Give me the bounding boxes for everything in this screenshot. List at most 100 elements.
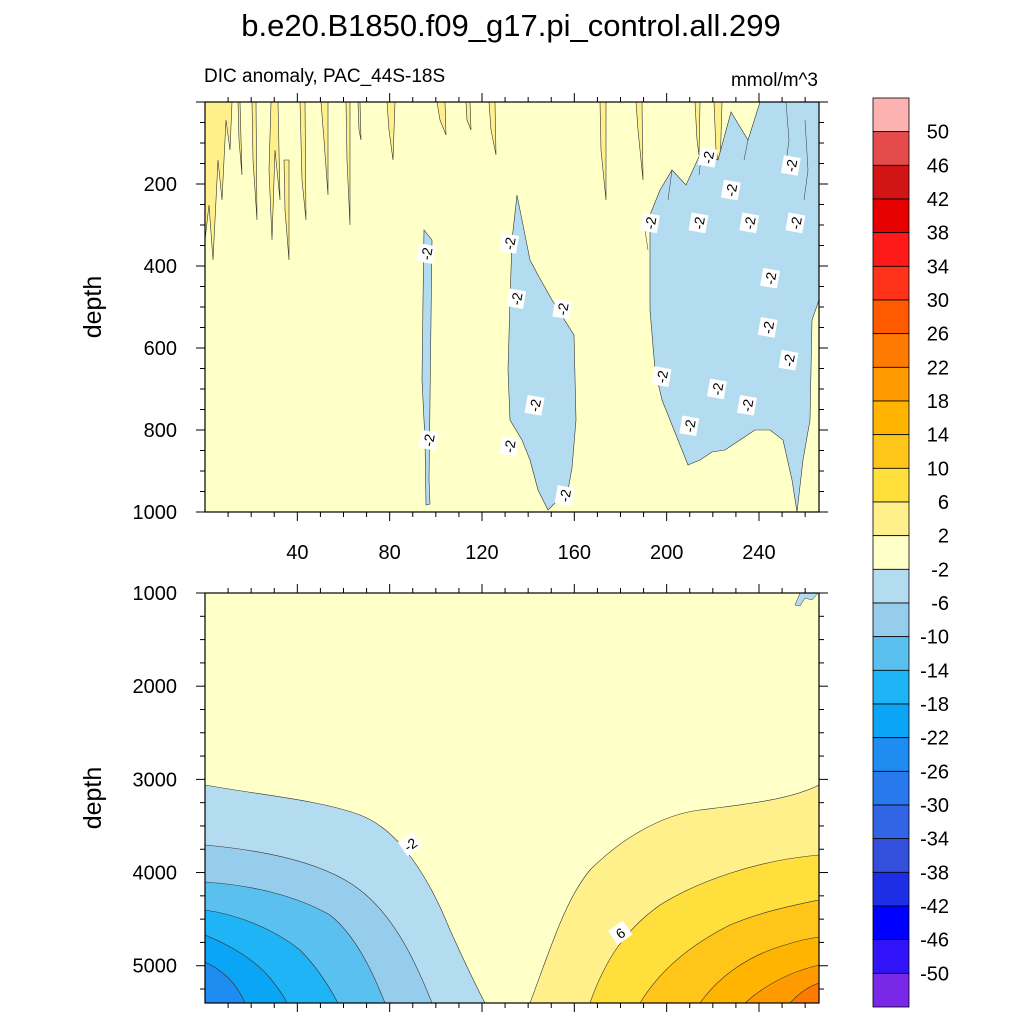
lower-contour-labels: -2 6 — [397, 832, 633, 945]
contour-label: -2 — [397, 832, 423, 857]
contour-label: -2 — [679, 415, 700, 437]
colorbar-label: 26 — [927, 324, 949, 346]
contour-label-bg — [720, 179, 741, 201]
contour-label: -2 — [651, 366, 672, 387]
contour-label: -2 — [737, 394, 757, 416]
colorbar-label: -50 — [920, 963, 949, 985]
contour-label: -2 — [760, 267, 780, 289]
contour-label-text: -2 — [501, 236, 519, 251]
contour-label-text: -2 — [554, 301, 572, 316]
contour-label-text: -2 — [420, 433, 438, 448]
contour-label-bg — [499, 233, 520, 254]
colorbar-box — [872, 535, 910, 570]
y-tick-label: 3000 — [133, 769, 178, 791]
contour-label-bg — [397, 832, 423, 857]
x-tick-label: 120 — [465, 542, 498, 564]
lower-left-band-6 — [205, 961, 246, 1003]
colorbar-label: -38 — [920, 862, 949, 884]
colorbar-box — [872, 232, 910, 267]
contour-label: -2 — [778, 349, 799, 371]
y-tick-label: 4000 — [133, 863, 178, 885]
contour-label-bg — [760, 267, 780, 289]
colorbar-label: -26 — [920, 761, 949, 783]
colorbar-box — [872, 972, 910, 1008]
contour-label-bg — [418, 429, 439, 451]
contour-label-text: -2 — [782, 158, 800, 173]
colorbar-label: -2 — [931, 559, 949, 581]
colorbar-label: -10 — [920, 627, 949, 649]
contour-label-text: -2 — [526, 398, 544, 413]
colorbar-box — [872, 97, 910, 133]
upper-ylabel: depth — [79, 276, 107, 339]
contour-label-text: -2 — [642, 215, 660, 230]
colorbar-box — [872, 804, 910, 840]
y-tick-label: 5000 — [133, 956, 178, 978]
contour-label-bg — [607, 920, 633, 945]
contour-label-text: -2 — [762, 271, 780, 286]
contour-label-text: -2 — [741, 215, 759, 230]
colorbar-label: -6 — [931, 593, 949, 615]
contour-label-text: -2 — [759, 320, 777, 335]
colorbar-label: -30 — [920, 795, 949, 817]
colorbar-box — [872, 905, 910, 941]
contour-label-bg — [778, 349, 799, 371]
contour-label-bg — [739, 212, 760, 234]
units-label: mmol/m^3 — [731, 70, 818, 91]
colorbar-box — [872, 838, 910, 873]
contour-label-bg — [640, 212, 660, 234]
colorbar-label: 2 — [938, 526, 949, 548]
contour-label: -2 — [524, 394, 545, 416]
colorbar-box — [872, 703, 910, 739]
contour-label-text: -2 — [653, 369, 671, 384]
contour-label-text: -2 — [722, 182, 740, 197]
colorbar-box — [872, 568, 910, 604]
lower-ylabel: depth — [79, 767, 107, 830]
colorbar-box — [872, 265, 910, 301]
colorbar-box — [872, 131, 910, 166]
colorbar-box — [872, 669, 910, 705]
contour-label-bg — [737, 394, 757, 416]
contour-label-text: -2 — [738, 398, 756, 413]
contour-label: -2 — [688, 212, 709, 234]
y-tick-label: 600 — [144, 338, 177, 360]
contour-label-bg — [552, 298, 573, 320]
contour-label-bg — [757, 317, 778, 338]
x-tick-label: 80 — [379, 542, 401, 564]
y-tick-label: 1000 — [133, 583, 178, 605]
lower-right-band-6 — [789, 982, 819, 1003]
colorbar-label: 38 — [927, 223, 949, 245]
chart-subtitle: DIC anomaly, PAC_44S-18S — [204, 66, 445, 87]
y-tick-label: 400 — [144, 256, 177, 278]
colorbar-box — [872, 501, 910, 537]
upper-positive-streaks — [205, 102, 723, 261]
contour-label-text: -2 — [508, 291, 526, 306]
colorbar-label: 22 — [927, 357, 949, 379]
upper-contour-labels: -2 -2 -2 -2 -2 -2 -2 -2 -2 -2 -2 -2 -2 -2 -2 -2 -2 -2 -2 -2… — [416, 146, 806, 506]
contour-label: -2 — [418, 429, 439, 451]
colorbar-label: 30 — [927, 290, 949, 312]
contour-label-text: -2 — [787, 215, 805, 230]
upper-panel: -2 -2 -2 -2 -2 -2 -2 -2 -2 -2 -2 -2 -2 -2 -2 -2 -2 -2 -2 -2… — [79, 93, 828, 564]
colorbar-label: 14 — [927, 425, 949, 447]
chart-title: b.e20.B1850.f09_g17.pi_control.all.299 — [241, 8, 781, 43]
colorbar-box — [872, 737, 910, 772]
contour-label-bg — [780, 155, 801, 176]
contour-label-bg — [524, 394, 545, 416]
colorbar-label: -46 — [920, 930, 949, 952]
colorbar-box — [872, 602, 910, 638]
upper-axes: 40 80 120 160 200 240 200 400 600 800 1000 — [133, 93, 828, 564]
contour-label-bg — [506, 288, 527, 310]
colorbar-label: 46 — [927, 155, 949, 177]
colorbar-label: 6 — [938, 492, 949, 514]
lower-axes: 1000 2000 3000 4000 5000 — [133, 583, 828, 1012]
colorbar-box — [872, 871, 910, 907]
contour-label: -2 — [757, 317, 778, 338]
contour-label-bg — [651, 366, 672, 387]
colorbar: 50 46 42 38 34 30 26 22 18 14 10 6 2 -2 -6 -10 -14 -18 -22… — [872, 97, 949, 1008]
contour-label-bg — [499, 435, 520, 457]
colorbar-box — [872, 299, 910, 335]
x-tick-label: 160 — [558, 542, 591, 564]
colorbar-label: 18 — [927, 391, 949, 413]
y-tick-label: 200 — [144, 174, 177, 196]
colorbar-box — [872, 939, 910, 974]
